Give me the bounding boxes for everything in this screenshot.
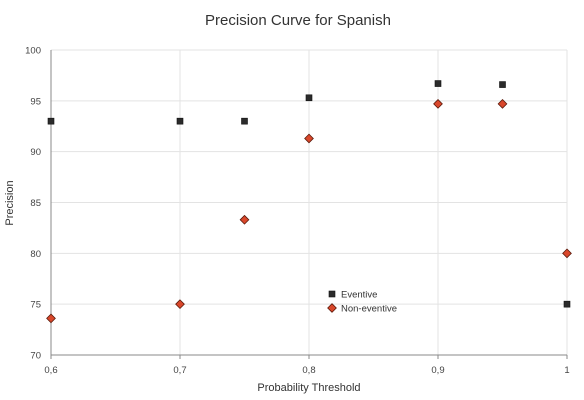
non-eventive-point [46, 313, 56, 324]
non-eventive-point [497, 98, 508, 109]
non-eventive-point [175, 299, 185, 310]
non-eventive-legend-label: Non-eventive [341, 304, 397, 315]
y-tick-label: 85 [30, 198, 41, 209]
axes [50, 50, 568, 359]
x-axis-label: Probability Threshold [257, 382, 360, 394]
y-axis-label: Precision [4, 180, 16, 225]
non-eventive-point [239, 214, 250, 225]
eventive-point [176, 117, 184, 125]
x-tick-label: 0,8 [302, 365, 315, 376]
x-tick-label: 0,7 [173, 365, 186, 376]
y-tick-label: 75 [30, 300, 41, 311]
non-eventive-point [304, 133, 314, 144]
eventive-legend-marker [328, 290, 336, 298]
tick-labels: 70 75 80 85 90 95 100 0,6 0,7 0,8 0,9 1 [25, 46, 570, 377]
eventive-point [434, 80, 442, 87]
y-tick-label: 80 [30, 249, 41, 260]
eventive-legend-label: Eventive [341, 290, 377, 301]
chart-title: Precision Curve for Spanish [205, 12, 391, 29]
eventive-point [241, 117, 248, 125]
x-tick-label: 1 [564, 365, 569, 376]
data-points [46, 80, 572, 324]
non-eventive-point [562, 248, 572, 259]
y-tick-label: 95 [30, 96, 41, 107]
non-eventive-point [433, 98, 443, 109]
eventive-point [305, 94, 313, 102]
legend: Eventive Non-eventive [327, 290, 397, 315]
eventive-point [563, 300, 571, 308]
eventive-point [47, 117, 55, 125]
x-tick-label: 0,9 [431, 365, 444, 376]
y-tick-label: 90 [30, 147, 41, 158]
x-tick-label: 0,6 [44, 365, 57, 376]
eventive-point [499, 81, 506, 88]
y-tick-label: 70 [30, 351, 41, 362]
non-eventive-legend-marker [327, 303, 337, 313]
y-tick-label: 100 [25, 46, 41, 57]
